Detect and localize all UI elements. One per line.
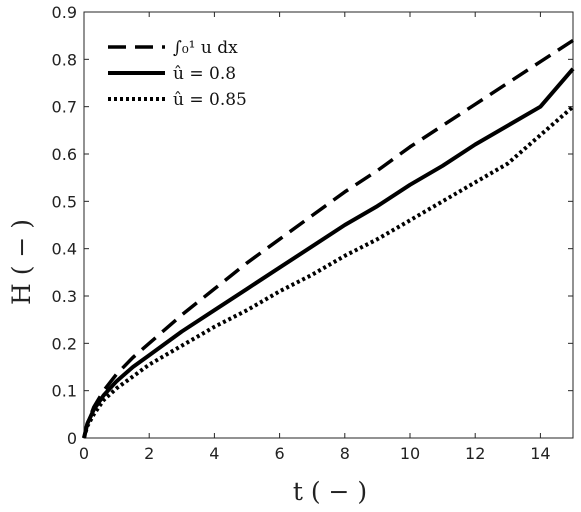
x-axis-ticks: 0 2 4 6 8 10 12 14 [79,12,551,463]
x-tick-label: 6 [275,444,285,463]
series-line-u-0-8 [82,67,575,439]
x-tick-label: 14 [530,444,550,463]
x-tick-label: 4 [209,444,219,463]
axes-frame [83,11,574,439]
y-tick-label: 0.5 [52,192,77,211]
y-tick-label: 0 [67,429,77,448]
plot-area-border [83,11,574,439]
y-tick-label: 0.8 [52,50,77,69]
y-tick-label: 0.6 [52,145,77,164]
x-tick-label: 2 [144,444,154,463]
x-tick-label: 8 [340,444,350,463]
series-line-integral [82,38,574,439]
y-tick-label: 0.1 [52,382,77,401]
legend-label-integral: ∫₀¹ u dx [173,38,238,58]
x-tick-label: 10 [400,444,420,463]
y-tick-label: 0.7 [52,98,77,117]
x-axis-label: t ( − ) [293,477,367,506]
series-line-u-0-85 [82,105,575,439]
y-tick-label: 0.3 [52,287,77,306]
series-layer [82,38,575,439]
y-axis-label: H ( − ) [7,219,36,305]
x-tick-label: 12 [465,444,485,463]
x-tick-label: 0 [79,444,89,463]
y-tick-label: 0.9 [52,3,77,22]
y-axis-ticks: 0 0.1 0.2 0.3 0.4 0.5 0.6 0.7 0.8 0.9 [52,3,573,448]
y-tick-label: 0.4 [52,240,77,259]
legend: ∫₀¹ u dx û = 0.8 û = 0.85 [108,38,247,110]
legend-label-u-0-85: û = 0.85 [173,90,247,110]
y-tick-label: 0.2 [52,334,77,353]
legend-label-u-0-8: û = 0.8 [173,64,236,84]
